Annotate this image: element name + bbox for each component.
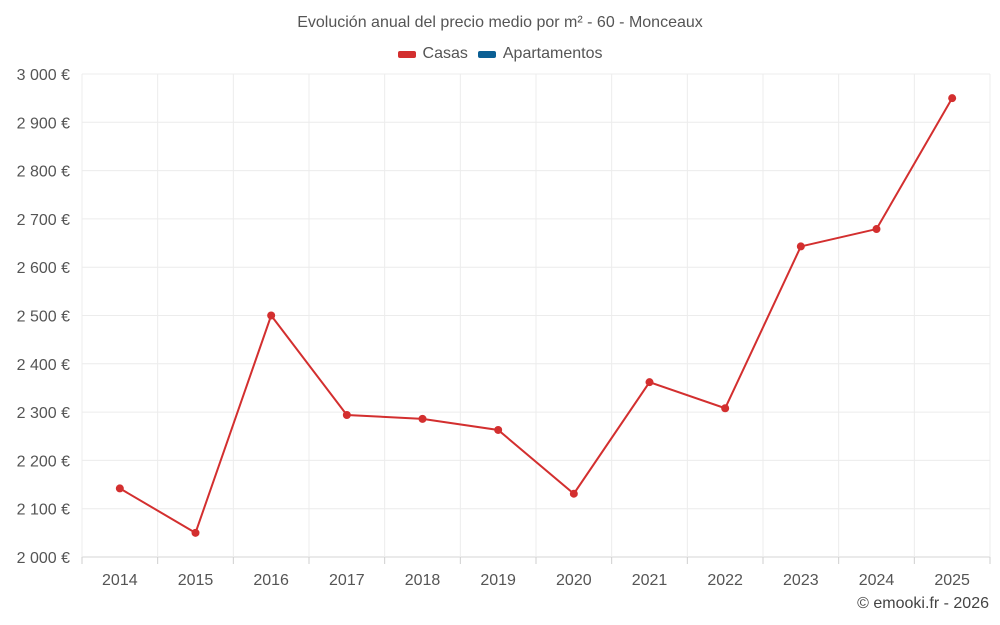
x-tick-label: 2016	[253, 572, 289, 589]
copyright-credit: © emooki.fr - 2026	[857, 595, 989, 612]
data-point-casas-2018	[418, 414, 427, 423]
y-tick-label: 2 500 €	[17, 309, 70, 326]
x-tick-label: 2015	[178, 572, 214, 589]
x-tick-label: 2020	[556, 572, 592, 589]
data-point-casas-2019	[494, 425, 503, 434]
legend-item-apartamentos[interactable]: Apartamentos	[477, 45, 603, 63]
y-tick-label: 2 800 €	[17, 164, 70, 181]
y-tick-label: 2 400 €	[17, 357, 70, 374]
x-tick-label: 2017	[329, 572, 365, 589]
y-tick-label: 2 900 €	[17, 115, 70, 132]
y-tick-label: 3 000 €	[17, 67, 70, 84]
data-point-casas-2025	[948, 94, 957, 103]
data-point-casas-2014	[115, 484, 124, 493]
x-tick-label: 2025	[934, 572, 970, 589]
data-point-casas-2015	[191, 528, 200, 537]
y-tick-label: 2 300 €	[17, 405, 70, 422]
data-point-casas-2023	[796, 242, 805, 251]
chart-title: Evolución anual del precio medio por m² …	[297, 14, 703, 31]
legend-label-casas: Casas	[422, 45, 468, 62]
legend-swatch-casas	[397, 50, 416, 58]
legend-item-casas[interactable]: Casas	[397, 45, 468, 63]
x-tick-label: 2021	[632, 572, 668, 589]
y-tick-label: 2 000 €	[17, 550, 70, 567]
data-point-casas-2017	[342, 410, 351, 419]
data-point-casas-2020	[569, 489, 578, 498]
data-point-casas-2016	[267, 311, 276, 320]
x-tick-label: 2023	[783, 572, 819, 589]
data-point-casas-2021	[645, 378, 654, 387]
y-tick-label: 2 700 €	[17, 212, 70, 229]
x-tick-label: 2019	[480, 572, 516, 589]
legend-swatch-apartamentos	[477, 50, 496, 58]
x-tick-label: 2014	[102, 572, 138, 589]
x-tick-label: 2022	[707, 572, 743, 589]
chart-legend: Casas Apartamentos	[0, 45, 1000, 63]
y-tick-label: 2 600 €	[17, 260, 70, 277]
x-tick-label: 2024	[859, 572, 895, 589]
legend-label-apartamentos: Apartamentos	[502, 45, 603, 62]
data-point-casas-2022	[721, 404, 730, 413]
y-tick-label: 2 200 €	[17, 453, 70, 470]
x-tick-label: 2018	[405, 572, 441, 589]
y-tick-label: 2 100 €	[17, 502, 70, 519]
data-point-casas-2024	[872, 225, 881, 234]
series-line-casas	[119, 97, 954, 535]
